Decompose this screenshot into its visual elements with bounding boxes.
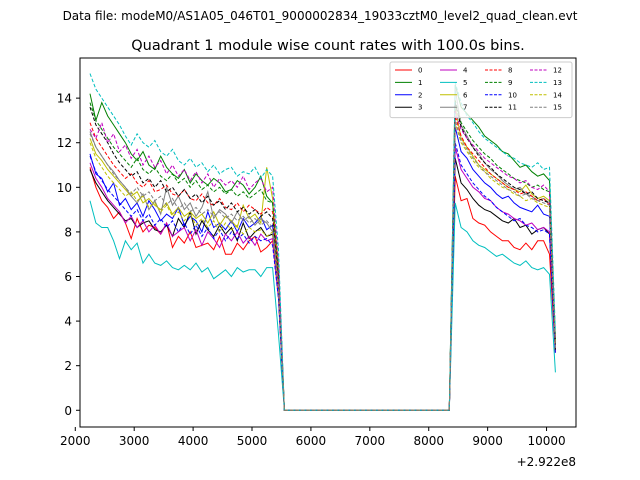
y-tick-label: 6 — [64, 270, 72, 284]
x-axis-offset-label: +2.922e8 — [517, 455, 576, 469]
x-tick-label: 9000 — [472, 434, 503, 448]
legend-label-13: 13 — [553, 79, 562, 87]
legend-label-15: 15 — [553, 104, 562, 112]
series-layer — [89, 73, 556, 411]
y-tick-label: 8 — [64, 225, 72, 239]
y-axis: 0 2 4 6 8 10 12 14 — [57, 92, 80, 418]
series-line-13 — [89, 73, 556, 411]
legend-label-9: 9 — [508, 79, 512, 87]
legend-label-12: 12 — [553, 67, 562, 75]
legend-label-11: 11 — [508, 104, 517, 112]
x-axis: 2000 3000 4000 5000 6000 7000 8000 9000 10000 — [60, 427, 566, 448]
series-line-12 — [89, 111, 556, 411]
figure-supertitle: Data file: modeM0/AS1A05_046T01_90000028… — [63, 9, 578, 23]
chart-title: Quadrant 1 module wise count rates with … — [131, 38, 525, 54]
y-tick-label: 2 — [64, 359, 72, 373]
x-tick-label: 5000 — [237, 434, 268, 448]
y-tick-label: 10 — [57, 181, 72, 195]
x-tick-label: 8000 — [413, 434, 444, 448]
y-tick-label: 4 — [64, 315, 72, 329]
legend-label-4: 4 — [463, 67, 468, 75]
plot-frame — [79, 57, 577, 428]
legend-label-2: 2 — [418, 91, 422, 99]
legend-label-7: 7 — [463, 104, 467, 112]
legend-label-5: 5 — [463, 79, 467, 87]
y-tick-label: 12 — [57, 136, 72, 150]
x-tick-label: 7000 — [355, 434, 386, 448]
legend-label-3: 3 — [418, 104, 422, 112]
x-tick-label: 4000 — [178, 434, 209, 448]
x-tick-label: 6000 — [296, 434, 327, 448]
y-tick-label: 14 — [57, 92, 72, 106]
x-tick-label: 3000 — [119, 434, 150, 448]
legend-label-14: 14 — [553, 91, 562, 99]
series-line-9 — [89, 100, 556, 411]
legend-label-1: 1 — [418, 79, 422, 87]
series-line-14 — [89, 122, 556, 411]
legend-label-8: 8 — [508, 67, 512, 75]
legend-label-6: 6 — [463, 91, 468, 99]
y-tick-label: 0 — [64, 404, 72, 418]
x-tick-label: 10000 — [527, 434, 565, 448]
legend-label-0: 0 — [418, 67, 422, 75]
legend-frame — [389, 61, 573, 119]
legend-label-10: 10 — [508, 91, 517, 99]
x-tick-label: 2000 — [60, 434, 91, 448]
